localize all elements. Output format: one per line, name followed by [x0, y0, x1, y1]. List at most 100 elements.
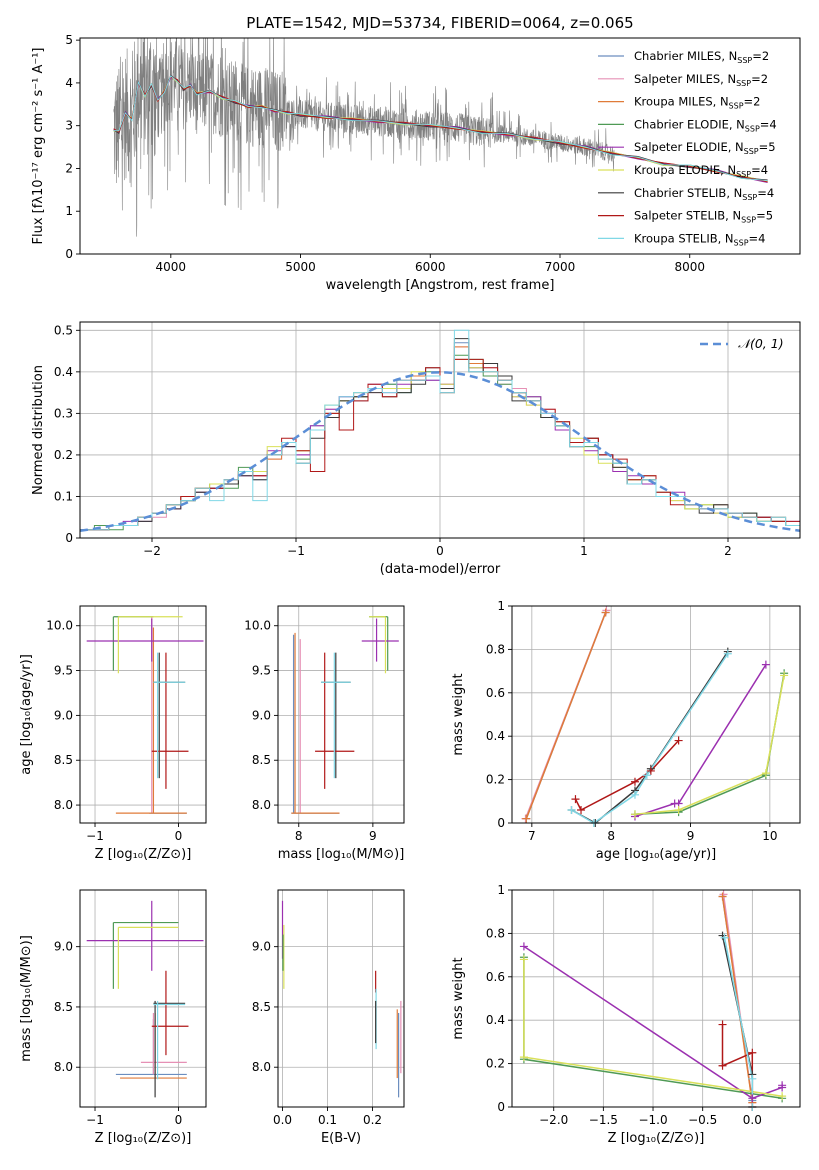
- x-tick-label: 7000: [545, 260, 576, 274]
- y-tick-label: 0.6: [486, 970, 505, 984]
- x-tick-label: −2: [143, 544, 161, 558]
- y-tick-label: 0.1: [54, 489, 73, 503]
- x-tick-label: 1: [580, 544, 588, 558]
- panel-residuals: −2 −1 0 1 2 0 0.1 0.2 0.3 0.4 0.5 (data-model)/erro…: [31, 321, 801, 577]
- x-tick-label: 9: [369, 829, 377, 843]
- figure-title: PLATE=1542, MJD=53734, FIBERID=0064, z=0…: [246, 14, 633, 32]
- weight-point-kroupa-stelib: [567, 805, 576, 814]
- panel-spectrum: 4000 5000 6000 7000 8000 0 1 2 3 4 5 wavelength [An…: [31, 33, 801, 293]
- weight-point-kroupa-stelib: [723, 649, 732, 658]
- plot-area: [86, 616, 204, 814]
- weight-point-kroupa-elodie: [519, 955, 528, 964]
- x-tick-label: 6000: [415, 260, 446, 274]
- weight-point-kroupa-elodie: [761, 769, 770, 778]
- x-tick-label: −1: [287, 544, 305, 558]
- axes-frame: [79, 605, 207, 824]
- x-tick-label: −0.5: [688, 1113, 717, 1127]
- weight-point-kroupa-elodie: [780, 671, 789, 680]
- y-tick-label: 5: [65, 33, 73, 47]
- y-axis-label: mass [log₁₀(M/M⊙)]: [19, 935, 34, 1062]
- axes-frame: [79, 889, 207, 1108]
- weight-point-salpeter-stelib: [630, 777, 639, 786]
- plot-area: [281, 900, 402, 1098]
- y-tick-label: 1: [497, 599, 505, 613]
- weight-point-salpeter-stelib: [571, 795, 580, 804]
- y-tick-label: 8.5: [54, 1000, 73, 1014]
- y-tick-label: 0.2: [486, 773, 505, 787]
- x-tick-label: −1: [86, 1113, 104, 1127]
- y-tick-label: 8.0: [54, 798, 73, 812]
- x-tick-label: −1: [86, 829, 104, 843]
- spectrum-legend: Chabrier MILES, NSSP=2 Salpeter MILES, NS…: [598, 49, 777, 247]
- axes-frame: [277, 605, 405, 824]
- x-tick-label: 10: [762, 829, 777, 843]
- weight-point-kroupa-elodie: [778, 1092, 787, 1101]
- weight-point-kroupa-elodie: [519, 1053, 528, 1062]
- residuals-legend: 𝒩(0, 1): [700, 336, 784, 351]
- weight-point-salpeter-stelib: [748, 1048, 757, 1057]
- panel-mass-vs-z: −1 0 8.0 8.5 9.0 Z [log₁₀(Z/Z⊙)] mass [log₁₀(M…: [19, 889, 207, 1146]
- y-tick-label: 9.0: [54, 708, 73, 722]
- y-axis-label: Flux [fλ10⁻¹⁷ erg cm⁻² s⁻¹ A⁻¹]: [31, 48, 46, 245]
- weight-point-kroupa-stelib: [720, 933, 729, 942]
- y-tick-label: 0.2: [54, 448, 73, 462]
- x-tick-label: 8: [295, 829, 303, 843]
- x-tick-label: 9: [687, 829, 695, 843]
- weight-point-salpeter-miles: [602, 606, 611, 615]
- weight-point-salpeter-stelib: [674, 736, 683, 745]
- y-tick-label: 0.6: [486, 686, 505, 700]
- x-axis-label: Z [log₁₀(Z/Z⊙)]: [608, 1131, 705, 1146]
- y-axis-label: age [log₁₀(age/yr)]: [19, 654, 34, 775]
- weight-point-salpeter-miles: [719, 890, 728, 899]
- y-tick-label: 0: [65, 531, 73, 545]
- y-tick-label: 0.4: [486, 729, 505, 743]
- weight-line-kroupa-stelib: [571, 653, 729, 823]
- panel-age-vs-z: −1 0 8.0 8.5 9.0 9.5 10.0 Z [log₁₀(Z/Z⊙)] age [l…: [19, 605, 207, 862]
- y-axis-label: mass weight: [451, 957, 466, 1039]
- weight-point-salpeter-elodie: [778, 1081, 787, 1090]
- y-tick-label: 9.0: [252, 708, 271, 722]
- legend-label-chabrier-stelib: Chabrier STELIB, NSSP=4: [634, 186, 774, 202]
- y-tick-label: 8.0: [252, 1060, 271, 1074]
- y-tick-label: 9.0: [54, 940, 73, 954]
- x-tick-label: 7: [528, 829, 536, 843]
- x-axis-label: (data-model)/error: [380, 562, 501, 577]
- y-tick-label: 8.5: [54, 753, 73, 767]
- panel-weight-vs-z: −2.0 −1.5 −1.0 −0.5 0.0 0 0.2 0.4 0.6 0.8 1 Z [log₁…: [451, 883, 801, 1146]
- axes-frame: [277, 889, 405, 1108]
- y-tick-label: 0.5: [54, 323, 73, 337]
- x-tick-label: −2.0: [539, 1113, 568, 1127]
- weight-point-salpeter-stelib: [718, 1061, 727, 1070]
- weight-line-kroupa-miles: [525, 612, 607, 819]
- legend-label-kroupa-miles: Kroupa MILES, NSSP=2: [634, 95, 760, 111]
- x-tick-label: 8000: [674, 260, 705, 274]
- plot-area: [524, 610, 785, 823]
- y-tick-label: 8.5: [252, 753, 271, 767]
- y-tick-label: 0.8: [486, 926, 505, 940]
- y-tick-label: 0.2: [486, 1057, 505, 1071]
- weight-point-salpeter-stelib: [577, 805, 586, 814]
- x-tick-label: 0: [175, 829, 183, 843]
- x-axis-label: E(B-V): [321, 1131, 361, 1146]
- y-tick-label: 1: [497, 883, 505, 897]
- plot-area: [80, 329, 800, 532]
- y-tick-label: 0.8: [486, 642, 505, 656]
- legend-label-chabrier-miles: Chabrier MILES, NSSP=2: [634, 49, 769, 65]
- legend-label-chabrier-elodie: Chabrier ELODIE, NSSP=4: [634, 117, 777, 133]
- weight-point-kroupa-stelib: [630, 790, 639, 799]
- axes-frame: [79, 37, 801, 255]
- y-tick-label: 10.0: [244, 619, 271, 633]
- panel-weight-vs-age: 7 8 9 10 0 0.2 0.4 0.6 0.8 1 age [log₁₀(age/yr)] ma…: [451, 599, 801, 862]
- weight-point-kroupa-miles: [601, 608, 610, 617]
- y-tick-label: 0: [497, 1100, 505, 1114]
- y-tick-label: 0.3: [54, 406, 73, 420]
- plot-area: [113, 38, 768, 237]
- legend-label-normal: 𝒩(0, 1): [738, 336, 784, 351]
- y-tick-label: 0.4: [54, 365, 73, 379]
- legend-label-kroupa-stelib: Kroupa STELIB, NSSP=4: [634, 231, 765, 247]
- y-axis-label: mass weight: [451, 673, 466, 755]
- x-tick-label: 0.0: [273, 1113, 292, 1127]
- x-axis-label: age [log₁₀(age/yr)]: [596, 847, 717, 862]
- weight-point-salpeter-elodie: [761, 660, 770, 669]
